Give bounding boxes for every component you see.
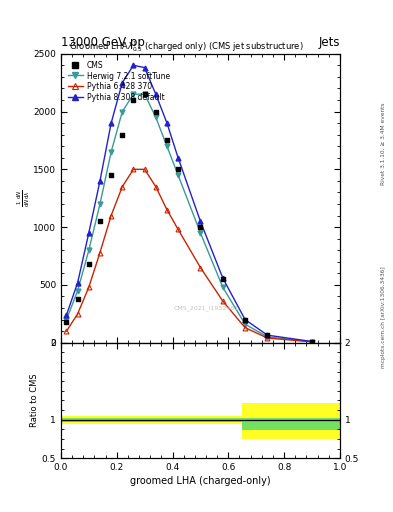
Pythia 8.308 default <box>198 218 203 224</box>
CMS <box>119 131 125 139</box>
CMS <box>108 171 114 179</box>
Herwig 7.2.1 softTune <box>220 284 225 290</box>
CMS <box>264 330 270 338</box>
Pythia 6.428 370 <box>153 184 158 190</box>
Pythia 6.428 370 <box>131 166 136 173</box>
Herwig 7.2.1 softTune <box>265 334 270 340</box>
Pythia 6.428 370 <box>120 184 125 190</box>
CMS <box>175 165 181 174</box>
Herwig 7.2.1 softTune <box>165 143 169 150</box>
Text: Rivet 3.1.10, ≥ 3.4M events: Rivet 3.1.10, ≥ 3.4M events <box>381 102 386 185</box>
Pythia 6.428 370 <box>64 328 69 334</box>
Pythia 6.428 370 <box>142 166 147 173</box>
CMS <box>152 108 159 116</box>
Herwig 7.2.1 softTune <box>120 109 125 115</box>
CMS <box>220 275 226 283</box>
Pythia 6.428 370 <box>265 335 270 341</box>
Herwig 7.2.1 softTune <box>243 321 248 327</box>
Herwig 7.2.1 softTune <box>75 288 80 294</box>
Herwig 7.2.1 softTune <box>97 201 102 207</box>
Pythia 6.428 370 <box>165 207 169 213</box>
Pythia 8.308 default <box>86 230 91 236</box>
CMS <box>309 337 315 346</box>
Pythia 8.308 default <box>165 120 169 126</box>
Text: Jets: Jets <box>318 36 340 49</box>
Pythia 8.308 default <box>265 332 270 338</box>
Pythia 8.308 default <box>220 275 225 281</box>
Pythia 8.308 default <box>75 280 80 286</box>
Text: CMS_2021_I1932461: CMS_2021_I1932461 <box>173 305 239 311</box>
CMS <box>197 223 204 231</box>
Herwig 7.2.1 softTune <box>176 172 180 178</box>
Y-axis label: $\frac{1}{\mathrm{d}N}\frac{\mathrm{d}N}{\mathrm{d}\lambda}$: $\frac{1}{\mathrm{d}N}\frac{\mathrm{d}N}… <box>15 189 32 207</box>
Legend: CMS, Herwig 7.2.1 softTune, Pythia 6.428 370, Pythia 8.308 default: CMS, Herwig 7.2.1 softTune, Pythia 6.428… <box>65 57 173 105</box>
Pythia 6.428 370 <box>176 226 180 232</box>
Pythia 8.308 default <box>109 120 114 126</box>
CMS <box>63 318 70 326</box>
CMS <box>242 315 248 324</box>
Pythia 6.428 370 <box>109 212 114 219</box>
Pythia 8.308 default <box>153 91 158 97</box>
Herwig 7.2.1 softTune <box>86 247 91 253</box>
CMS <box>86 260 92 268</box>
Herwig 7.2.1 softTune <box>153 114 158 120</box>
Herwig 7.2.1 softTune <box>64 316 69 323</box>
Line: Pythia 6.428 370: Pythia 6.428 370 <box>64 167 314 344</box>
Herwig 7.2.1 softTune <box>198 230 203 236</box>
Pythia 6.428 370 <box>97 249 102 255</box>
CMS <box>75 295 81 303</box>
Line: Pythia 8.308 default: Pythia 8.308 default <box>64 63 314 344</box>
Pythia 8.308 default <box>64 312 69 318</box>
Pythia 6.428 370 <box>86 284 91 290</box>
Pythia 6.428 370 <box>220 298 225 304</box>
Herwig 7.2.1 softTune <box>310 338 314 345</box>
Pythia 6.428 370 <box>310 339 314 345</box>
Herwig 7.2.1 softTune <box>109 149 114 155</box>
CMS <box>141 90 148 98</box>
Pythia 6.428 370 <box>75 311 80 317</box>
Pythia 8.308 default <box>131 62 136 69</box>
CMS <box>130 96 137 104</box>
Pythia 8.308 default <box>97 178 102 184</box>
Pythia 6.428 370 <box>198 265 203 271</box>
CMS <box>164 136 170 144</box>
Text: Groomed LHA$\lambda^{1}_{0.5}$ (charged only) (CMS jet substructure): Groomed LHA$\lambda^{1}_{0.5}$ (charged … <box>69 39 304 54</box>
Pythia 8.308 default <box>142 65 147 71</box>
Line: Herwig 7.2.1 softTune: Herwig 7.2.1 softTune <box>64 92 314 344</box>
Text: 13000 GeV pp: 13000 GeV pp <box>61 36 145 49</box>
Pythia 8.308 default <box>310 338 314 345</box>
Herwig 7.2.1 softTune <box>131 91 136 97</box>
Herwig 7.2.1 softTune <box>142 91 147 97</box>
CMS <box>97 217 103 225</box>
Y-axis label: Ratio to CMS: Ratio to CMS <box>30 374 39 428</box>
X-axis label: groomed LHA (charged-only): groomed LHA (charged-only) <box>130 476 271 486</box>
Text: mcplots.cern.ch [arXiv:1306.3436]: mcplots.cern.ch [arXiv:1306.3436] <box>381 267 386 368</box>
Pythia 8.308 default <box>120 79 125 86</box>
Pythia 8.308 default <box>176 155 180 161</box>
Pythia 8.308 default <box>243 316 248 323</box>
Pythia 6.428 370 <box>243 325 248 331</box>
